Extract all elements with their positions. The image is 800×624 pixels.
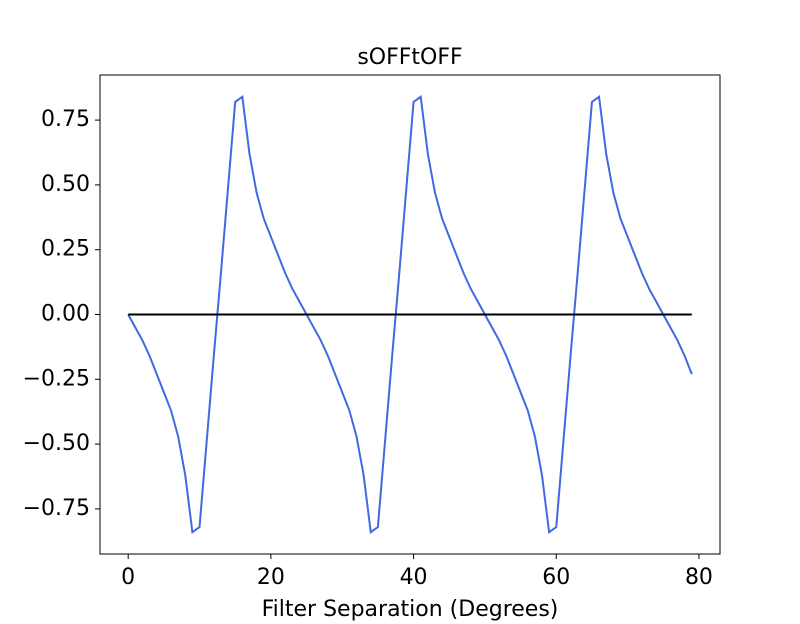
x-tick-label: 80 [685,565,713,590]
y-tick-label: 0.00 [41,302,90,327]
y-tick-label: 0.50 [41,172,90,197]
y-tick-label: −0.75 [23,496,90,521]
y-tick-label: −0.50 [23,431,90,456]
x-tick-label: 20 [257,565,285,590]
x-tick-label: 60 [542,565,570,590]
y-tick-label: −0.25 [23,366,90,391]
y-tick-label: 0.25 [41,237,90,262]
x-axis-label: Filter Separation (Degrees) [262,597,559,622]
y-tick-label: 0.75 [41,107,90,132]
chart-title: sOFFtOFF [357,45,462,70]
plot-frame [99,74,721,555]
x-tick-label: 40 [400,565,428,590]
data-line [127,94,693,535]
x-tick-label: 0 [121,565,135,590]
